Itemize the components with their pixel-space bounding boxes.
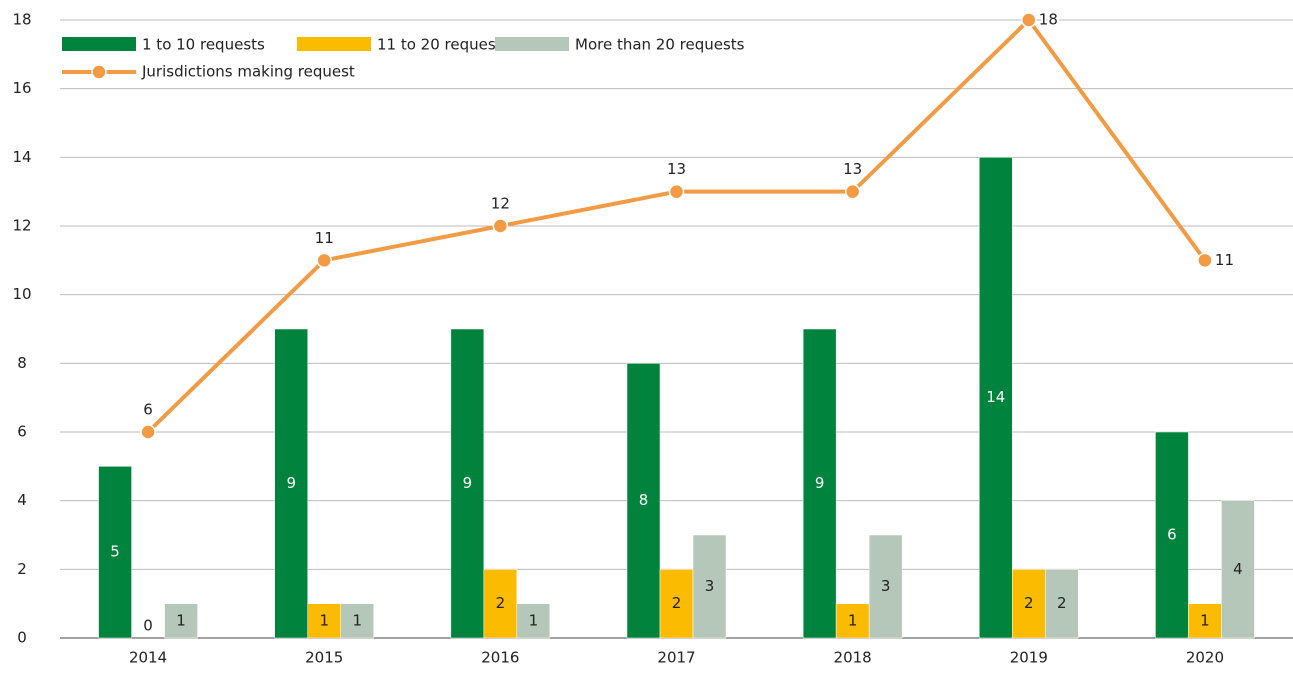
bar-value-label: 2 [672, 594, 682, 612]
bar-value-label: 2 [1024, 594, 1034, 612]
line-point [844, 183, 861, 200]
bar [692, 534, 727, 639]
bar [1045, 569, 1079, 639]
bar [98, 466, 132, 639]
bar [868, 534, 903, 639]
bar-value-label: 1 [352, 611, 362, 629]
legend-label: 11 to 20 requests [377, 36, 510, 54]
bar-value-label: 0 [143, 617, 153, 635]
bar [979, 157, 1013, 639]
y-tick-label: 4 [17, 491, 27, 509]
bar [1012, 569, 1046, 639]
bar [1221, 500, 1255, 639]
line-value-label: 13 [667, 160, 686, 178]
line-value-label: 13 [843, 160, 862, 178]
bar [483, 569, 518, 639]
bar [164, 603, 198, 639]
y-tick-label: 2 [17, 560, 27, 578]
bar [1188, 603, 1222, 639]
y-tick-label: 0 [17, 629, 27, 647]
bar-value-label: 4 [1233, 560, 1243, 578]
bar-value-label: 1 [1200, 611, 1210, 629]
bar-value-label: 3 [705, 577, 715, 595]
y-tick-label: 18 [12, 11, 31, 29]
bar-value-label: 5 [110, 543, 120, 561]
bar [307, 603, 341, 639]
y-tick-label: 8 [17, 354, 27, 372]
x-tick-label: 2015 [305, 649, 343, 667]
bar-value-label: 1 [176, 611, 186, 629]
line-value-label: 18 [1039, 11, 1058, 29]
y-tick-label: 12 [12, 217, 31, 235]
y-tick-label: 14 [12, 148, 31, 166]
line-value-label: 11 [1215, 251, 1234, 269]
bar-value-label: 14 [986, 388, 1005, 406]
bar-value-label: 8 [639, 491, 649, 509]
bar-value-label: 9 [815, 474, 825, 492]
x-tick-label: 2019 [1010, 649, 1048, 667]
y-tick-label: 6 [17, 423, 27, 441]
legend-label: Jurisdictions making request [141, 63, 355, 81]
bar-value-label: 3 [881, 577, 891, 595]
line-value-label: 6 [143, 401, 153, 419]
x-tick-label: 2020 [1186, 649, 1224, 667]
line-point [316, 252, 332, 269]
x-tick-label: 2016 [481, 649, 519, 667]
legend-swatch [297, 37, 371, 51]
line-value-label: 12 [491, 195, 510, 213]
bar-value-label: 9 [463, 474, 473, 492]
bar [1155, 431, 1189, 639]
y-tick-label: 16 [12, 79, 31, 97]
bar [450, 328, 485, 639]
bar [802, 328, 837, 639]
x-tick-label: 2018 [834, 649, 872, 667]
bar [516, 603, 551, 639]
x-tick-label: 2017 [657, 649, 695, 667]
bar-value-label: 1 [319, 611, 329, 629]
legend-marker [91, 64, 107, 80]
legend-label: More than 20 requests [575, 36, 745, 54]
bar-value-label: 2 [496, 594, 506, 612]
x-tick-label: 2014 [129, 649, 167, 667]
legend-swatch [62, 37, 136, 51]
bar [659, 569, 694, 639]
line-point [140, 424, 156, 440]
line-point [668, 183, 685, 200]
legend-swatch [495, 37, 569, 51]
bar-value-label: 9 [286, 474, 296, 492]
bar-value-label: 1 [848, 611, 858, 629]
bar-value-label: 1 [529, 611, 539, 629]
legend-label: 1 to 10 requests [142, 36, 265, 54]
bar-value-label: 2 [1057, 594, 1067, 612]
bar [340, 603, 374, 639]
line-point [1197, 252, 1213, 269]
y-tick-label: 10 [12, 285, 31, 303]
line-point [1021, 12, 1037, 28]
bar-value-label: 6 [1167, 526, 1177, 544]
bar [835, 603, 870, 639]
bar [274, 328, 308, 639]
line-value-label: 11 [315, 229, 334, 247]
line-point [492, 218, 509, 234]
bar [626, 363, 661, 639]
